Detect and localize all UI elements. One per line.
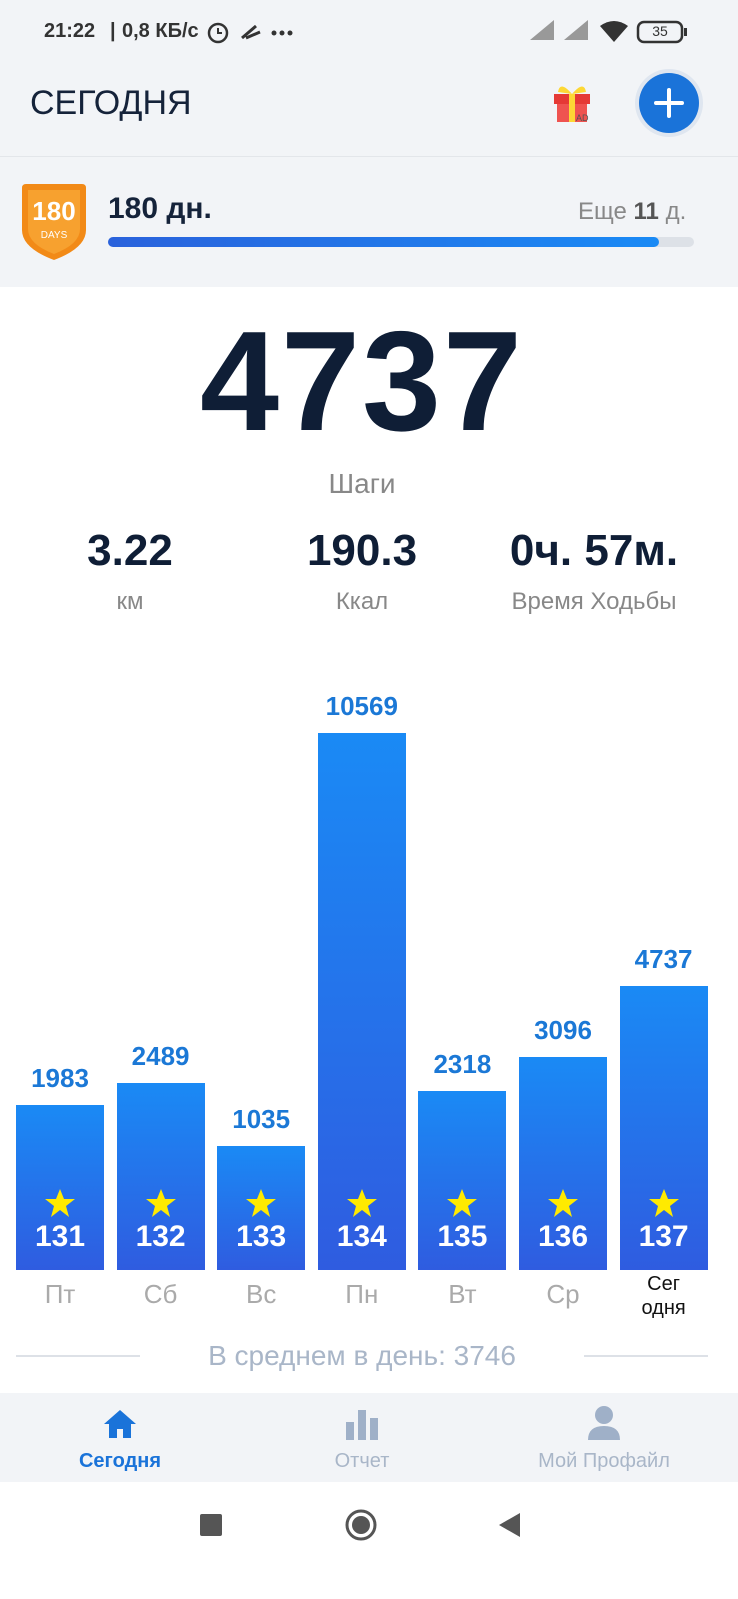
- avg-rule: [584, 1355, 708, 1357]
- value-label: 2489: [131, 1041, 190, 1072]
- bar: [16, 1105, 104, 1270]
- remaining-value: 11: [633, 198, 659, 225]
- screen-title: СЕГОДНЯ: [30, 84, 192, 122]
- value-label: 2318: [433, 1048, 492, 1079]
- bar: [619, 985, 708, 1270]
- x-tick-label: Вс: [246, 1279, 277, 1309]
- home-button[interactable]: [345, 1509, 377, 1541]
- x-tick-label: Вт: [448, 1279, 477, 1309]
- day-number: 131: [34, 1220, 86, 1253]
- steps-label: Шаги: [328, 468, 396, 499]
- status-right-icons: [530, 20, 687, 44]
- average-label: В среднем в день:: [208, 1340, 446, 1371]
- nav-tab[interactable]: Сегодня: [78, 1450, 162, 1472]
- stat-label: км: [116, 588, 144, 615]
- x-tick-label: Сб: [143, 1279, 178, 1309]
- divider: [0, 156, 738, 157]
- stat-value: 0ч. 57м.: [509, 526, 679, 575]
- nav-tab[interactable]: Отчет: [334, 1450, 390, 1472]
- bar: [418, 1090, 507, 1270]
- value-label: 4737: [634, 943, 693, 974]
- day-number: 135: [437, 1220, 488, 1253]
- progress-fill: [108, 237, 659, 247]
- x-tick-label: Пн: [345, 1279, 379, 1309]
- home-icon[interactable]: [102, 1408, 138, 1440]
- status-speed: 0,8 КБ/с: [122, 20, 199, 42]
- gift-icon[interactable]: [550, 80, 594, 124]
- back-button[interactable]: [499, 1513, 520, 1537]
- average-value: 3746: [453, 1340, 516, 1371]
- remaining-prefix: Еще: [578, 198, 627, 225]
- day-number: 132: [135, 1220, 186, 1253]
- system-nav: [200, 1509, 520, 1541]
- day-number: 134: [336, 1220, 387, 1253]
- nav-tab[interactable]: Мой Профайл: [538, 1450, 670, 1472]
- star-icon: [145, 1189, 176, 1217]
- avg-rule: [16, 1355, 140, 1357]
- star-icon: [447, 1189, 478, 1217]
- x-tick-label: Ср: [546, 1279, 580, 1309]
- stat-value: 190.3: [306, 526, 418, 575]
- stat-label: Ккал: [335, 588, 389, 615]
- badge-number: 180: [32, 196, 76, 226]
- day-number: 136: [537, 1220, 589, 1253]
- average: В среднем в день: 3746: [140, 1340, 584, 1372]
- steps-count: 4737: [200, 302, 524, 461]
- add-button[interactable]: [634, 68, 704, 138]
- stat-value: 3.22: [87, 526, 173, 575]
- status-sep: |: [110, 20, 116, 42]
- progress-track: [108, 237, 694, 247]
- star-icon: [648, 1189, 679, 1217]
- battery-level: 35: [652, 23, 668, 39]
- star-icon: [346, 1189, 377, 1217]
- badge-label: DAYS: [40, 230, 68, 241]
- status-time: 21:22: [44, 20, 96, 42]
- bar: [317, 733, 406, 1270]
- day-number: 137: [638, 1220, 689, 1253]
- report-icon[interactable]: [344, 1406, 380, 1442]
- bar: [519, 1056, 607, 1270]
- day-number: 133: [236, 1220, 287, 1253]
- star-icon: [246, 1189, 277, 1217]
- streak-days: 180 дн.: [108, 192, 212, 225]
- x-tick-label: Сег одня: [641, 1273, 686, 1319]
- star-icon: [548, 1189, 578, 1217]
- star-icon: [45, 1189, 75, 1217]
- stat-label: Время Ходьбы: [511, 588, 677, 615]
- ad-label: AD: [576, 113, 589, 123]
- profile-icon[interactable]: [586, 1404, 622, 1442]
- streak-remaining: Еще 11 д.: [578, 198, 686, 226]
- chart: 1983 131 Пт 2489 132 Сб 1035 133 Вс 10569 134 Пн 231…: [0, 640, 738, 1340]
- recent-button[interactable]: [200, 1514, 222, 1536]
- value-label: 10569: [325, 691, 398, 721]
- bar: [116, 1083, 205, 1270]
- streak-badge: [22, 184, 86, 260]
- status-icons: [207, 22, 293, 44]
- x-tick-label: Пт: [44, 1279, 76, 1309]
- value-label: 1983: [31, 1063, 89, 1094]
- value-label: 3096: [534, 1014, 592, 1045]
- value-label: 1035: [232, 1104, 291, 1135]
- remaining-suffix: д.: [665, 198, 687, 225]
